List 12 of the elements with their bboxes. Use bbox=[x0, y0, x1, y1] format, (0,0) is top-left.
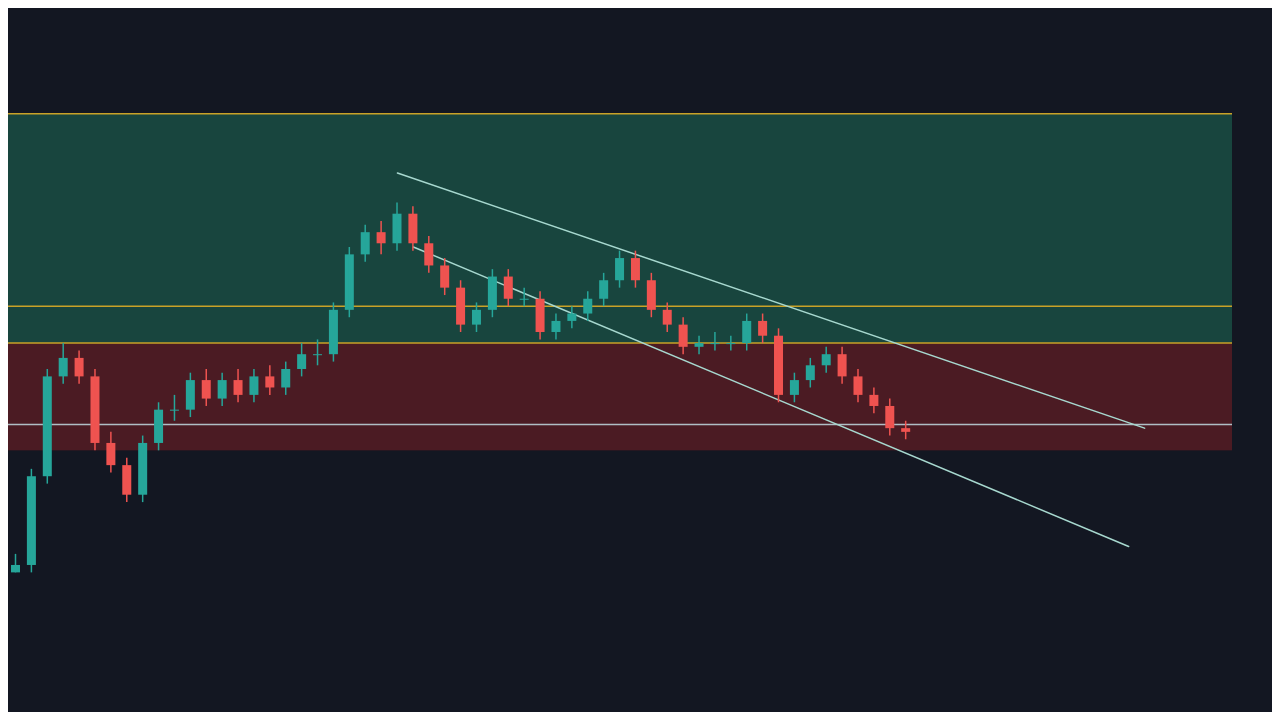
candlestick bbox=[297, 342, 307, 378]
candlestick bbox=[471, 301, 481, 333]
candlestick bbox=[185, 371, 195, 418]
candlestick bbox=[440, 257, 450, 296]
candlestick bbox=[789, 371, 799, 404]
candlestick bbox=[901, 420, 911, 440]
candlestick bbox=[599, 272, 609, 307]
candlestick bbox=[344, 246, 354, 318]
candlestick bbox=[201, 368, 211, 407]
candlestick bbox=[805, 357, 815, 389]
candlestick bbox=[758, 312, 768, 344]
candlestick bbox=[646, 272, 656, 318]
